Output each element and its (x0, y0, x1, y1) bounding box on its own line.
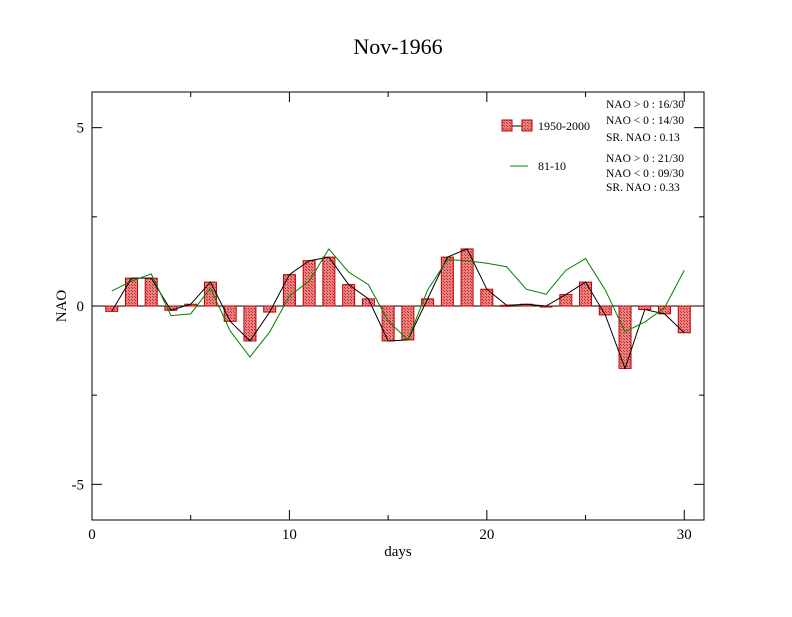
stats-text: NAO < 0 : 14/30 (606, 115, 684, 127)
bar-1950-2000 (638, 305, 652, 311)
bar-1950-2000 (282, 274, 296, 307)
legend-label-1950-2000: 1950-2000 (538, 119, 590, 133)
legend-swatch-1950-2000 (521, 119, 533, 132)
bar-1950-2000 (322, 256, 336, 307)
legend: 1950-2000 81-10 NAO > 0 : 16/30 NAO < 0 : 1… (501, 99, 684, 194)
y-tick-label: 0 (77, 299, 85, 315)
bar-1950-2000 (243, 305, 257, 342)
bar-1950-2000 (579, 281, 593, 307)
line-81-10 (111, 248, 685, 358)
x-tick-label: 0 (88, 527, 96, 543)
bar-1950-2000 (381, 305, 395, 342)
y-tick-label: 5 (77, 121, 85, 137)
bar-1950-2000 (401, 305, 415, 341)
y-axis-label: NAO (54, 290, 70, 323)
bar-1950-2000 (480, 288, 494, 307)
y-tick-label: -5 (72, 477, 85, 493)
bar-1950-2000 (559, 294, 573, 307)
x-tick-label: 30 (677, 527, 692, 543)
legend-label-81-10: 81-10 (538, 159, 566, 173)
bar-1950-2000 (302, 260, 316, 307)
stats-text: SR. NAO : 0.13 (606, 132, 680, 144)
stats-text: NAO > 0 : 21/30 (606, 153, 684, 165)
stats-text: SR. NAO : 0.33 (606, 182, 680, 194)
x-tick-label: 10 (282, 527, 297, 543)
legend-swatch-1950-2000 (501, 119, 513, 132)
x-tick-label: 20 (479, 527, 494, 543)
x-axis-label: days (384, 544, 412, 560)
chart-title: Nov-1966 (353, 34, 442, 59)
plot-area: 0 10 20 30 -5 0 5 (72, 91, 705, 543)
stats-text: NAO > 0 : 16/30 (606, 99, 684, 111)
bar-1950-2000 (124, 277, 138, 307)
bar-1950-2000 (440, 256, 454, 307)
bar-1950-2000 (618, 305, 632, 369)
stats-text: NAO < 0 : 09/30 (606, 168, 684, 180)
line-1950-2000 (111, 248, 685, 370)
